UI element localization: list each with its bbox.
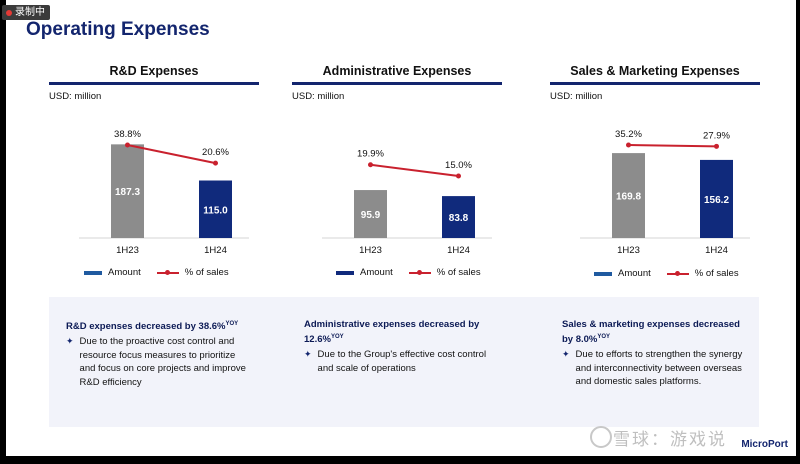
amount-bar — [111, 144, 144, 238]
amount-bar — [442, 196, 475, 238]
note-bullet: ✦ Due to the Group's effective cost contr… — [304, 349, 487, 374]
recording-label: 录制中 — [15, 7, 45, 18]
record-dot-icon — [6, 9, 12, 16]
category-label: 1H24 — [204, 245, 227, 256]
category-label: 1H23 — [617, 245, 640, 256]
bar-value-label: 83.8 — [449, 213, 469, 224]
admin-chart: 95.9 1H23 83.8 1H24 19.9% 15.0% — [322, 149, 492, 256]
star-bullet-icon: ✦ — [562, 349, 570, 360]
sales-legend: Amount % of sales — [594, 268, 739, 279]
note-admin: Administrative expenses decreased by 12.… — [304, 318, 489, 375]
amount-bar — [700, 159, 733, 238]
panel-admin: Administrative Expenses USD: million — [292, 60, 502, 102]
note-heading: Administrative expenses decreased by 12.… — [304, 319, 480, 346]
pct-value-label: 35.2% — [615, 129, 642, 140]
pct-point — [714, 143, 719, 149]
brand-logo: MicroPort — [741, 439, 788, 450]
legend-amount: Amount — [108, 267, 141, 278]
pct-value-label: 38.8% — [114, 129, 141, 140]
admin-legend: Amount % of sales — [336, 267, 481, 278]
rd-chart: 187.3 1H23 115.0 1H24 38.8% 20.6% — [79, 129, 249, 256]
category-label: 1H24 — [705, 245, 728, 256]
panel-divider — [550, 82, 760, 85]
note-bullet: ✦ Due to efforts to strengthen the synerg… — [562, 349, 743, 388]
amount-legend-swatch — [336, 270, 354, 275]
watermark-logo-icon — [590, 426, 612, 448]
pct-point — [368, 162, 373, 168]
panel-title: Sales & Marketing Expenses — [570, 64, 740, 78]
legend-amount: Amount — [360, 267, 393, 278]
rd-legend: Amount % of sales — [84, 267, 229, 278]
recording-badge: 录制中 — [2, 5, 50, 20]
note-heading: Sales & marketing expenses decreased by … — [562, 319, 740, 346]
bar-value-label: 187.3 — [115, 187, 140, 198]
watermark: 雪球：游戏说 — [613, 430, 727, 450]
bar-value-label: 156.2 — [704, 195, 729, 206]
pct-legend-line-icon — [408, 268, 431, 278]
pct-value-label: 19.9% — [357, 149, 384, 160]
pct-point — [456, 173, 461, 179]
amount-legend-swatch — [594, 271, 612, 276]
pct-line — [370, 163, 459, 177]
note-sales: Sales & marketing expenses decreased by … — [562, 318, 752, 389]
page-title: Operating Expenses — [26, 19, 210, 40]
note-rd: R&D expenses decreased by 38.6%YOY ✦ Due … — [66, 318, 246, 389]
pct-value-label: 20.6% — [202, 147, 229, 158]
panel-rd: R&D Expenses USD: million — [49, 60, 259, 102]
category-label: 1H23 — [359, 245, 382, 256]
pct-line — [127, 144, 216, 165]
legend-pct: % of sales — [694, 268, 739, 279]
bar-value-label: 115.0 — [203, 205, 228, 216]
unit-label: USD: million — [292, 91, 345, 102]
pct-point — [626, 142, 631, 148]
pct-legend-line-icon — [156, 268, 179, 278]
pct-point — [213, 160, 218, 166]
pct-point — [125, 142, 130, 148]
legend-amount: Amount — [618, 268, 651, 279]
note-bullet: ✦ Due to the proactive cost control and r… — [66, 336, 246, 388]
star-bullet-icon: ✦ — [66, 336, 74, 347]
amount-bar — [199, 180, 232, 238]
legend-pct: % of sales — [184, 267, 229, 278]
star-bullet-icon: ✦ — [304, 349, 312, 360]
panel-sales: Sales & Marketing Expenses USD: million — [550, 60, 760, 102]
category-label: 1H24 — [447, 245, 470, 256]
panel-divider — [292, 82, 502, 85]
sales-chart: 169.8 1H23 156.2 1H24 35.2% 27.9% — [580, 129, 750, 256]
panel-title: Administrative Expenses — [322, 64, 472, 78]
unit-label: USD: million — [49, 91, 102, 102]
legend-pct: % of sales — [436, 267, 481, 278]
amount-bar — [612, 153, 645, 238]
bar-value-label: 169.8 — [616, 192, 641, 203]
amount-legend-swatch — [84, 270, 102, 275]
pct-legend-line-icon — [666, 269, 689, 279]
panel-title: R&D Expenses — [109, 64, 199, 78]
note-heading: R&D expenses decreased by 38.6%YOY — [66, 321, 239, 333]
slide: Operating Expenses R&D Expenses USD: mil… — [6, 0, 796, 456]
category-label: 1H23 — [116, 245, 139, 256]
notes-box — [49, 297, 759, 427]
panel-divider — [49, 82, 259, 85]
bar-value-label: 95.9 — [361, 210, 381, 221]
unit-label: USD: million — [550, 91, 603, 102]
pct-line — [628, 144, 717, 148]
pct-value-label: 27.9% — [703, 130, 730, 141]
amount-bar — [354, 190, 387, 238]
pct-value-label: 15.0% — [445, 160, 472, 171]
